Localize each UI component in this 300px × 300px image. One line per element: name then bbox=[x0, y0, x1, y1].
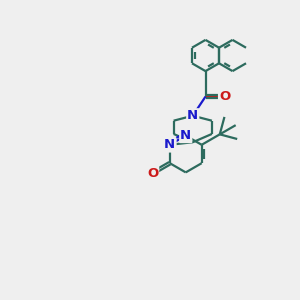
Text: N: N bbox=[180, 129, 191, 142]
Text: O: O bbox=[147, 167, 158, 180]
Text: N: N bbox=[187, 109, 198, 122]
Text: N: N bbox=[164, 138, 176, 151]
Text: O: O bbox=[219, 90, 230, 103]
Text: N: N bbox=[164, 138, 176, 151]
